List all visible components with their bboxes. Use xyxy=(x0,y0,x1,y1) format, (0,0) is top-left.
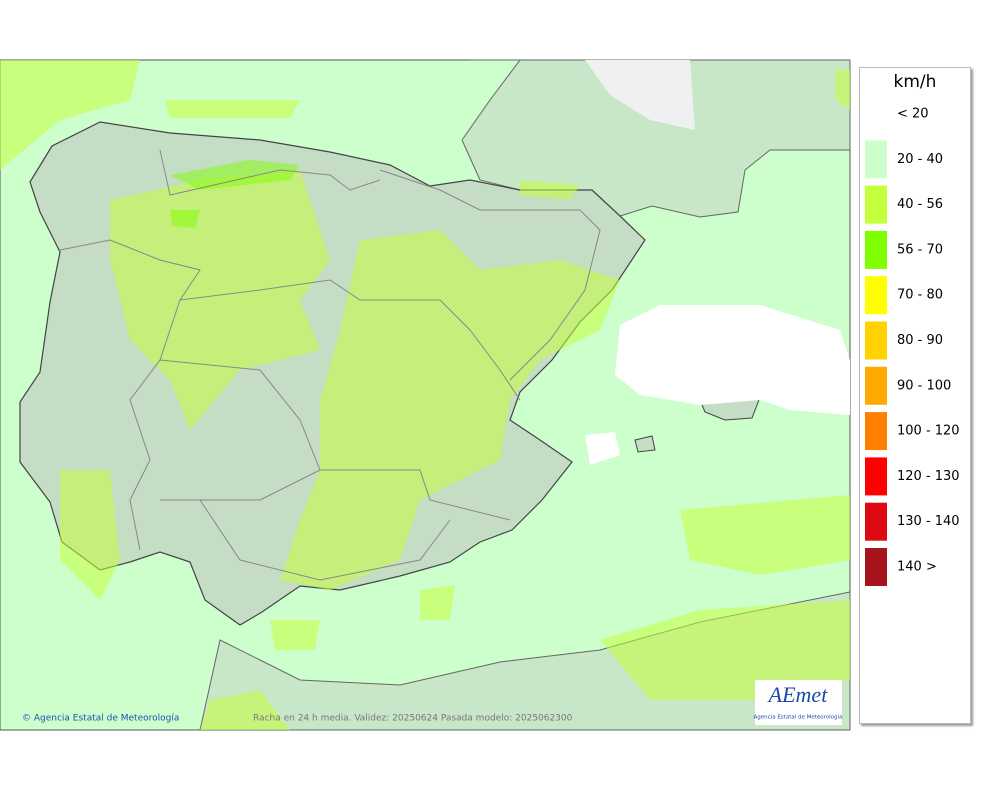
legend-swatch xyxy=(865,230,887,269)
legend-swatch xyxy=(865,457,887,496)
legend-label: 80 - 90 xyxy=(897,333,943,348)
logo-box xyxy=(755,680,842,725)
legend-label: 40 - 56 xyxy=(897,197,943,212)
legend-swatch xyxy=(865,366,887,405)
legend-title: km/h xyxy=(894,72,937,92)
calm-zone xyxy=(615,305,850,415)
legend-canvas: km/h < 20 20 - 40 40 - 56 56 - 70 70 - 80 80 … xyxy=(865,72,960,586)
map xyxy=(0,59,851,731)
footer-note: Racha en 24 h media. Validez: 20250624 P… xyxy=(253,714,573,724)
land-france xyxy=(461,59,851,218)
legend-label: 56 - 70 xyxy=(897,242,943,257)
legend-label: 100 - 120 xyxy=(897,424,960,439)
legend-label: 90 - 100 xyxy=(897,378,951,393)
legend-swatch xyxy=(865,140,887,179)
legend-swatch xyxy=(865,321,887,360)
legend-label: 140 > xyxy=(897,560,937,575)
legend-swatch xyxy=(865,95,887,133)
logo-text: AEmet xyxy=(767,682,829,707)
region-borders xyxy=(59,149,601,581)
logo-subtitle: Agencia Estatal de Meteorología xyxy=(754,714,843,721)
legend-swatch xyxy=(865,185,887,224)
legend-swatch xyxy=(865,412,887,451)
legend-label: 130 - 140 xyxy=(897,514,960,529)
legend-label: 120 - 130 xyxy=(897,469,960,484)
legend-swatch xyxy=(865,548,887,586)
legend-label: < 20 xyxy=(897,107,929,122)
legend-label: 20 - 40 xyxy=(897,152,943,167)
calm-zone xyxy=(585,432,620,465)
legend-swatch xyxy=(865,502,887,541)
legend: km/h < 20 20 - 40 40 - 56 56 - 70 70 - 80 80 … xyxy=(859,67,971,724)
land-ibiza xyxy=(634,435,656,453)
wind-zones xyxy=(0,60,850,730)
logo: AEmet Agencia Estatal de Meteorología xyxy=(754,680,843,725)
legend-swatch xyxy=(865,276,887,315)
wind-zones-strong xyxy=(170,160,300,228)
footer-credit: © Agencia Estatal de Meteorología xyxy=(22,714,179,724)
legend-label: 70 - 80 xyxy=(897,288,943,303)
calm-zone xyxy=(585,60,695,130)
